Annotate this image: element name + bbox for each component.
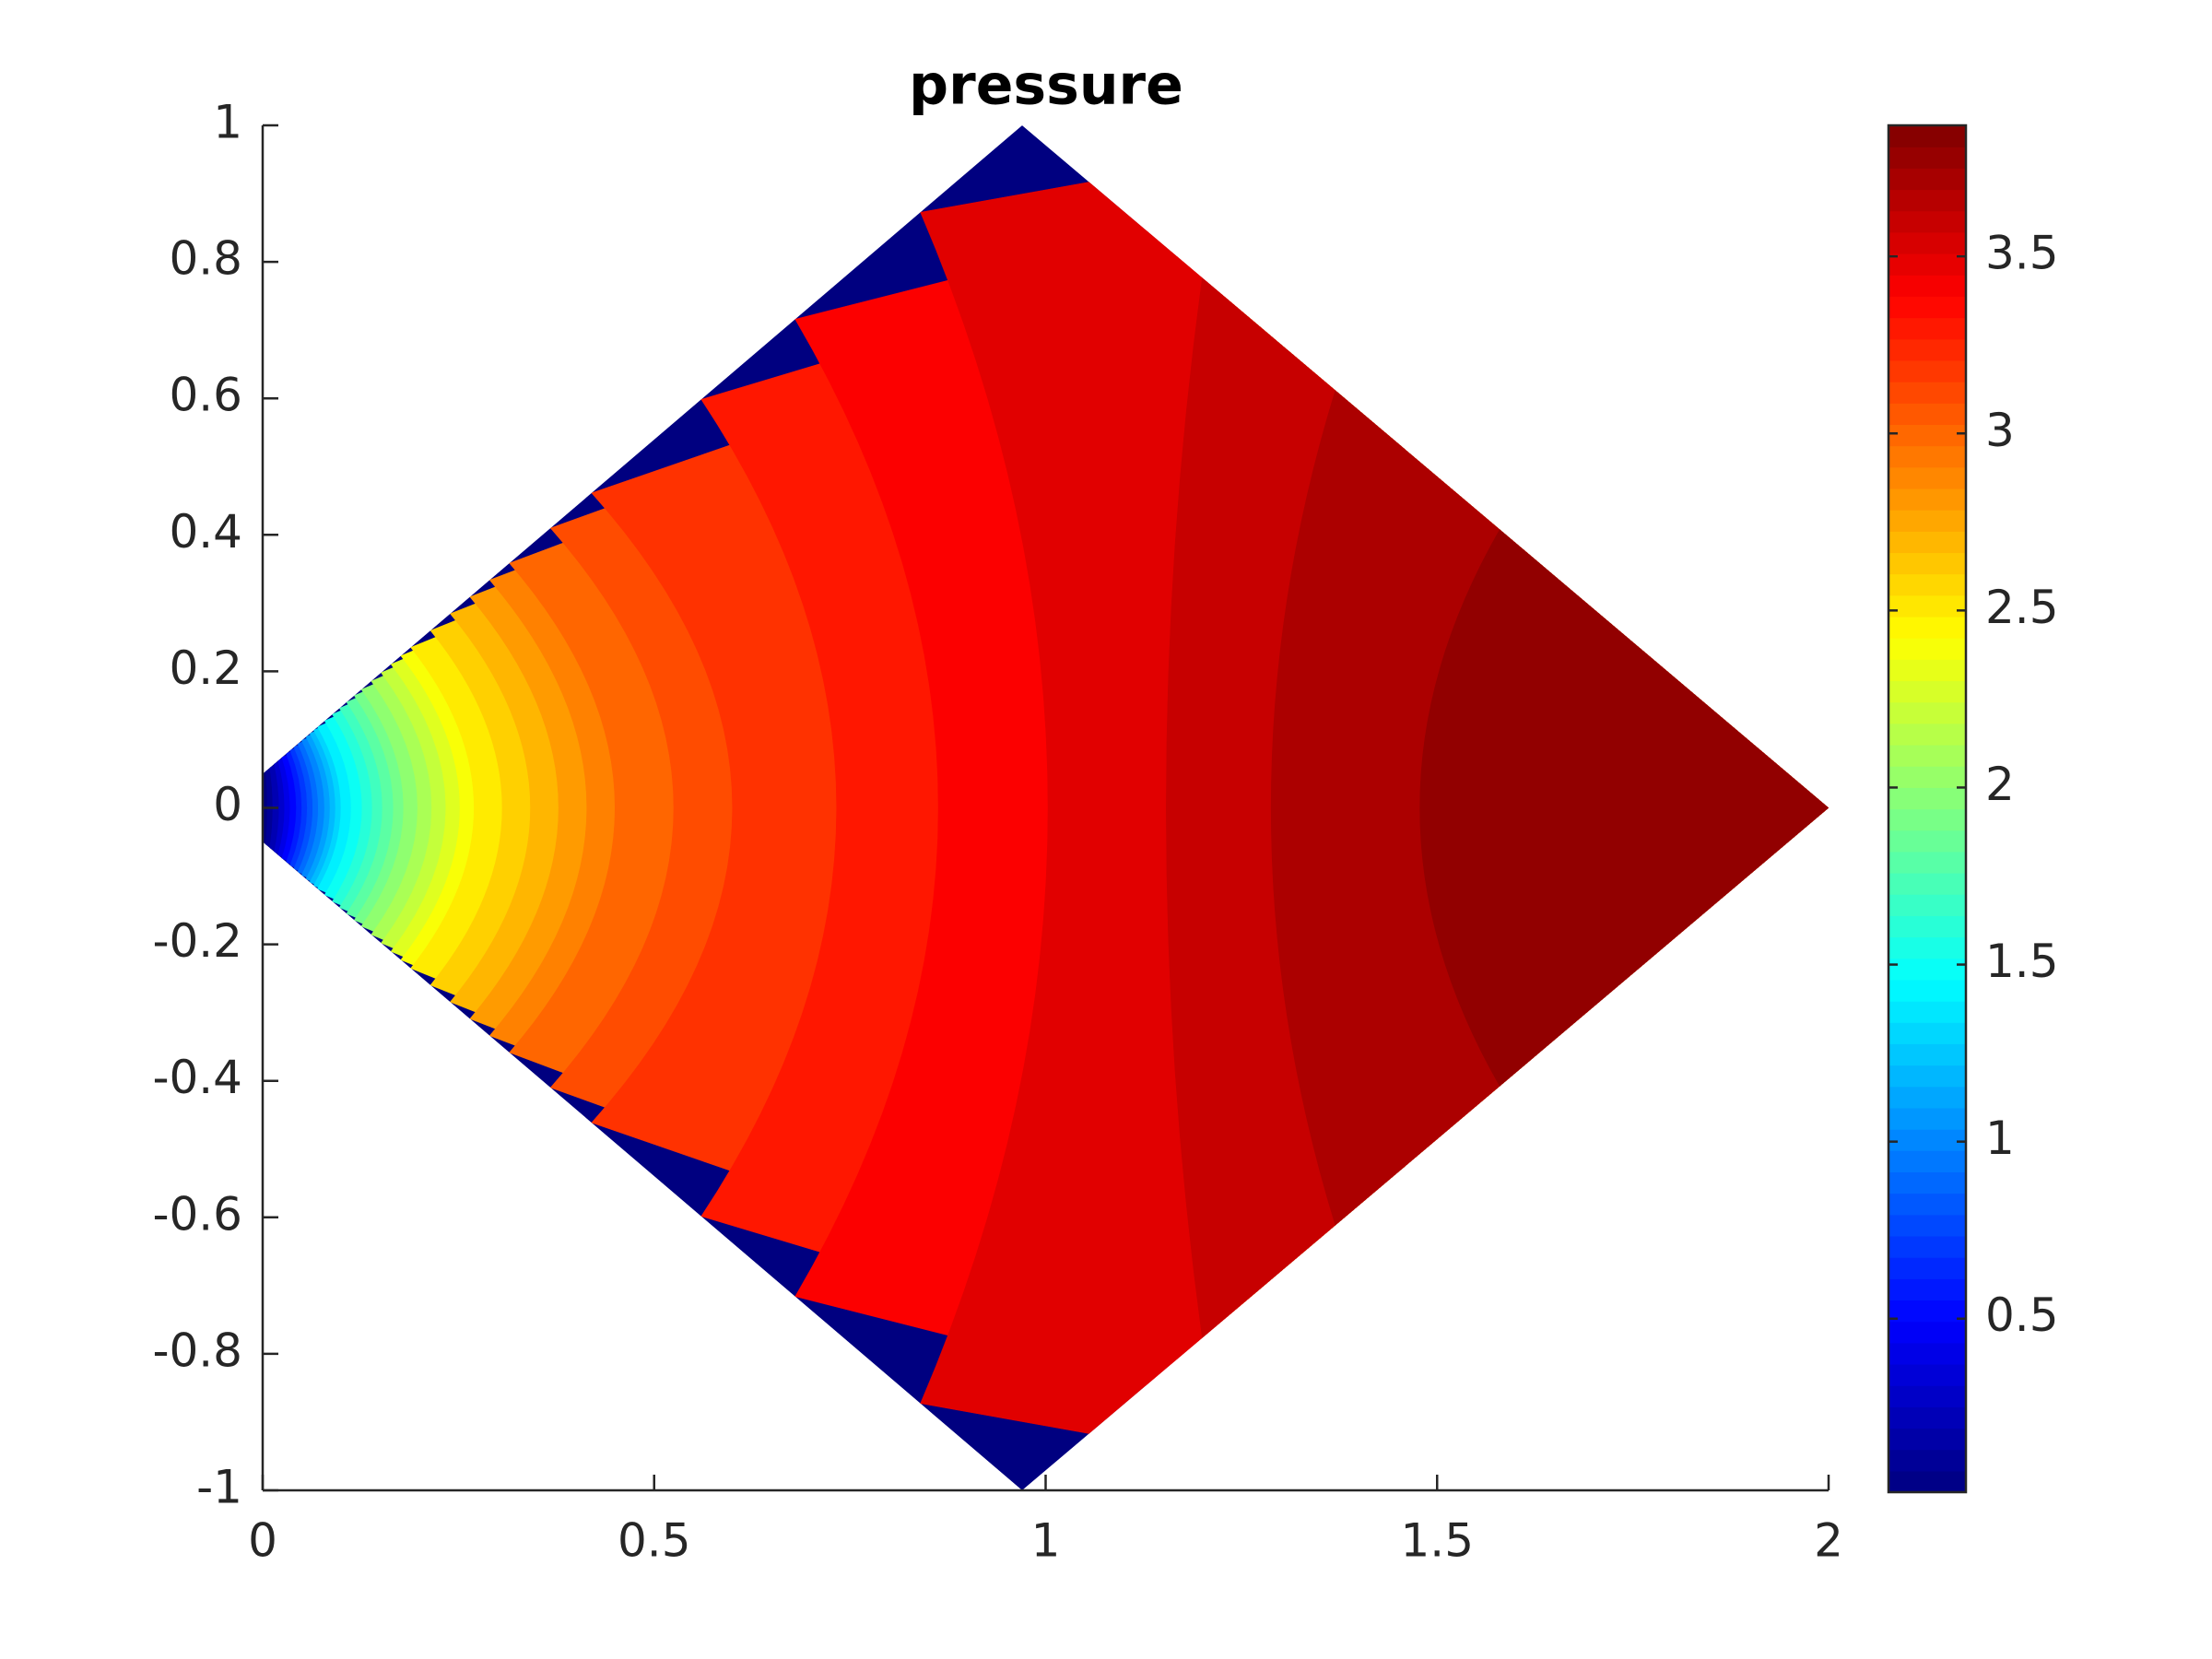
colorbar-cell bbox=[1888, 1449, 1966, 1472]
colorbar-cell bbox=[1888, 936, 1966, 959]
colorbar-cell bbox=[1888, 958, 1966, 981]
colorbar-cell bbox=[1888, 1470, 1966, 1493]
y-tick-label: 0 bbox=[213, 778, 242, 831]
colorbar-cell bbox=[1888, 510, 1966, 532]
colorbar-cell bbox=[1888, 787, 1966, 810]
colorbar-cell bbox=[1888, 894, 1966, 916]
colorbar-cell bbox=[1888, 594, 1966, 618]
y-tick-label: 0.2 bbox=[169, 641, 242, 695]
x-tick-label: 1 bbox=[1031, 1514, 1061, 1568]
colorbar-tick-label: 2 bbox=[1985, 758, 2015, 811]
y-tick-label: 0.8 bbox=[169, 232, 242, 286]
x-tick-label: 0.5 bbox=[618, 1514, 691, 1568]
colorbar-cell bbox=[1888, 1300, 1966, 1323]
colorbar-cell bbox=[1888, 744, 1966, 767]
colorbar-cell bbox=[1888, 1193, 1966, 1216]
colorbar-cell bbox=[1888, 1278, 1966, 1301]
colorbar-cell bbox=[1888, 189, 1966, 212]
colorbar-cell bbox=[1888, 1363, 1966, 1386]
colorbar-cell bbox=[1888, 808, 1966, 831]
colorbar-cell bbox=[1888, 1321, 1966, 1344]
colorbar-cell bbox=[1888, 723, 1966, 746]
colorbar-cell bbox=[1888, 616, 1966, 639]
colorbar-cell bbox=[1888, 1107, 1966, 1130]
colorbar-cell bbox=[1888, 317, 1966, 340]
colorbar-cell bbox=[1888, 231, 1966, 254]
colorbar-cell bbox=[1888, 873, 1966, 895]
x-tick-label: 1.5 bbox=[1400, 1514, 1474, 1568]
colorbar-cell bbox=[1888, 1257, 1966, 1279]
colorbar-cell bbox=[1888, 1406, 1966, 1430]
colorbar-cell bbox=[1888, 830, 1966, 853]
colorbar-cell bbox=[1888, 701, 1966, 724]
colorbar-cell bbox=[1888, 979, 1966, 1002]
colorbar-cell bbox=[1888, 659, 1966, 682]
chart-title: pressure bbox=[909, 53, 1183, 118]
y-tick-label: 1 bbox=[213, 96, 242, 149]
colorbar-cell bbox=[1888, 552, 1966, 575]
y-tick-label: -0.8 bbox=[152, 1324, 242, 1377]
field bbox=[263, 125, 1829, 1490]
colorbar-cell bbox=[1888, 275, 1966, 297]
colorbar-cell bbox=[1888, 1171, 1966, 1194]
colorbar-cell bbox=[1888, 531, 1966, 554]
colorbar-cell bbox=[1888, 638, 1966, 660]
colorbar-tick-label: 3 bbox=[1985, 404, 2015, 457]
colorbar-tick-label: 2.5 bbox=[1985, 581, 2059, 634]
y-tick-label: -0.2 bbox=[152, 914, 242, 968]
colorbar-tick-label: 0.5 bbox=[1985, 1288, 2059, 1342]
y-tick-label: 0.4 bbox=[169, 505, 242, 559]
colorbar-cell bbox=[1888, 168, 1966, 191]
colorbar-cell bbox=[1888, 125, 1966, 147]
colorbar-cell bbox=[1888, 1235, 1966, 1258]
colorbar-cell bbox=[1888, 1214, 1966, 1237]
colorbar-cell bbox=[1888, 851, 1966, 874]
y-tick-label: -1 bbox=[196, 1461, 242, 1514]
colorbar-cell bbox=[1888, 1065, 1966, 1088]
colorbar-cell bbox=[1888, 210, 1966, 233]
contour-band bbox=[1419, 125, 1829, 1490]
colorbar-cell bbox=[1888, 147, 1966, 169]
colorbar-cell bbox=[1888, 1150, 1966, 1173]
y-tick-label: -0.4 bbox=[152, 1051, 242, 1104]
colorbar-cell bbox=[1888, 1022, 1966, 1044]
colorbar-cell bbox=[1888, 359, 1966, 382]
y-tick-label: 0.6 bbox=[169, 369, 242, 422]
colorbar-cell bbox=[1888, 573, 1966, 596]
colorbar-tick-label: 1.5 bbox=[1985, 935, 2059, 988]
colorbar-cell bbox=[1888, 1086, 1966, 1109]
colorbar-cell bbox=[1888, 1043, 1966, 1066]
colorbar-cell bbox=[1888, 766, 1966, 788]
colorbar-cell bbox=[1888, 338, 1966, 361]
x-tick-label: 0 bbox=[248, 1514, 277, 1568]
colorbar-cell bbox=[1888, 253, 1966, 276]
colorbar-tick-label: 3.5 bbox=[1985, 227, 2059, 280]
colorbar-cell bbox=[1888, 466, 1966, 489]
colorbar-tick-label: 1 bbox=[1985, 1112, 2015, 1165]
colorbar-cell bbox=[1888, 1385, 1966, 1407]
colorbar-frame bbox=[1887, 124, 1968, 1494]
colorbar-cell bbox=[1888, 1129, 1966, 1151]
colorbar-cell bbox=[1888, 1428, 1966, 1451]
axes: 0 0.5 1 1.5 2 -1 -0.8 -0.6 -0.4 -0.2 0 0.2 0.4 0.6 0.8… bbox=[152, 96, 2058, 1568]
colorbar-cell bbox=[1888, 1001, 1966, 1023]
colorbar-cell bbox=[1888, 403, 1966, 426]
colorbar-cell bbox=[1888, 382, 1966, 404]
colorbar-cell bbox=[1888, 296, 1966, 319]
y-tick-label: -0.6 bbox=[152, 1187, 242, 1241]
colorbar-cell bbox=[1888, 488, 1966, 511]
x-tick-label: 2 bbox=[1814, 1514, 1843, 1568]
colorbar-cell bbox=[1888, 680, 1966, 703]
colorbar-cell bbox=[1888, 424, 1966, 447]
colorbar-cell bbox=[1888, 915, 1966, 938]
colorbar-cell bbox=[1888, 445, 1966, 468]
colorbar-cell bbox=[1888, 1342, 1966, 1365]
